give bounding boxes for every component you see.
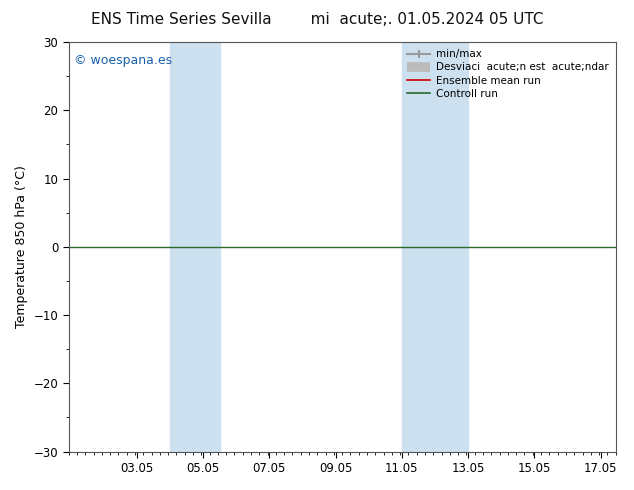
Text: © woespana.es: © woespana.es — [74, 54, 172, 67]
Text: ENS Time Series Sevilla        mi  acute;. 01.05.2024 05 UTC: ENS Time Series Sevilla mi acute;. 01.05… — [91, 12, 543, 27]
Y-axis label: Temperature 850 hPa (°C): Temperature 850 hPa (°C) — [15, 166, 28, 328]
Bar — [170, 42, 219, 452]
Bar — [402, 42, 468, 452]
Legend: min/max, Desviaci  acute;n est  acute;ndar, Ensemble mean run, Controll run: min/max, Desviaci acute;n est acute;ndar… — [403, 45, 612, 103]
